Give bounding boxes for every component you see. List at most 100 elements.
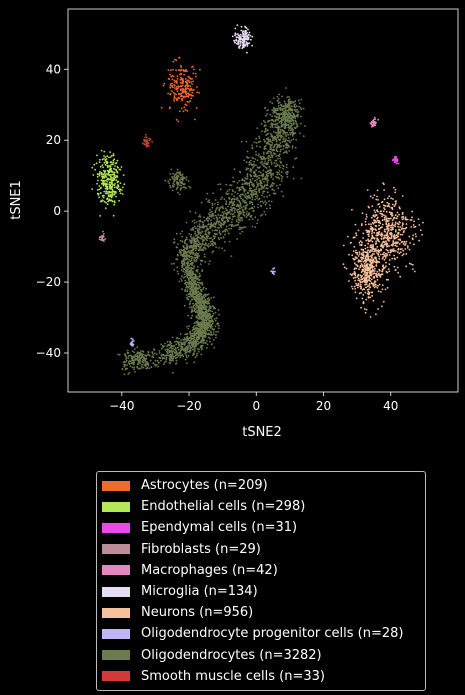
point-neurons — [385, 265, 387, 267]
point-oligodendrocytes — [298, 102, 301, 105]
point-oligodendrocytes — [274, 165, 277, 167]
point-endothelial-cells — [92, 174, 95, 176]
point-oligodendrocytes — [179, 239, 182, 242]
point-endothelial-cells — [109, 191, 111, 194]
point-oligodendrocytes — [132, 363, 135, 366]
point-oligodendrocytes — [287, 123, 290, 126]
point-endothelial-cells — [101, 164, 104, 167]
point-neurons — [361, 297, 364, 300]
point-neurons — [366, 263, 368, 266]
point-oligodendrocytes — [275, 162, 278, 165]
point-oligodendrocytes — [251, 198, 254, 201]
point-oligodendrocytes — [172, 185, 175, 188]
point-neurons — [349, 273, 352, 276]
point-oligodendrocytes — [203, 319, 206, 321]
point-oligodendrocytes — [194, 256, 197, 259]
point-neurons — [382, 204, 385, 207]
point-oligodendrocytes — [232, 190, 234, 193]
point-oligodendrocytes — [230, 255, 233, 257]
point-oligodendrocytes — [250, 159, 253, 162]
point-neurons — [376, 270, 379, 273]
point-neurons — [398, 252, 401, 255]
point-oligodendrocytes — [257, 184, 259, 187]
point-oligodendrocytes — [266, 129, 269, 132]
point-oligodendrocytes — [214, 226, 217, 229]
point-oligodendrocytes — [243, 201, 246, 204]
point-oligodendrocytes — [283, 137, 285, 139]
point-endothelial-cells — [116, 175, 119, 177]
point-neurons — [365, 286, 367, 289]
point-oligodendrocytes — [167, 180, 170, 183]
point-oligodendrocytes — [176, 356, 179, 359]
point-astrocytes — [180, 85, 183, 88]
point-oligodendrocytes — [191, 294, 194, 296]
point-neurons — [368, 274, 370, 277]
point-oligodendrocytes — [272, 174, 274, 176]
point-oligodendrocytes — [193, 241, 196, 244]
point-oligodendrocytes — [280, 122, 283, 125]
point-oligodendrocytes — [270, 173, 273, 176]
point-neurons — [376, 209, 379, 211]
point-neurons — [369, 296, 372, 299]
point-neurons — [390, 235, 393, 238]
point-oligodendrocytes — [196, 352, 198, 355]
point-oligodendrocytes — [205, 217, 208, 220]
point-oligodendrocytes — [179, 356, 182, 359]
point-neurons — [357, 229, 360, 232]
point-neurons — [364, 283, 366, 286]
point-microglia — [234, 34, 236, 36]
point-oligodendrocytes — [202, 248, 204, 250]
point-oligodendrocytes — [198, 223, 201, 226]
point-oligodendrocytes — [280, 171, 283, 174]
point-oligodendrocytes — [186, 290, 189, 293]
point-oligodendrocytes — [134, 348, 136, 350]
point-astrocytes — [188, 90, 191, 92]
point-macrophages — [372, 120, 375, 123]
point-oligodendrocytes — [254, 198, 256, 201]
point-oligodendrocytes — [286, 96, 289, 98]
point-oligodendrocytes — [183, 183, 186, 185]
point-oligodendrocytes — [228, 224, 231, 227]
point-neurons — [372, 268, 374, 271]
point-oligodendrocytes — [192, 270, 194, 273]
point-oligodendrocytes — [277, 132, 279, 135]
point-oligodendrocytes — [279, 132, 281, 135]
point-oligodendrocytes — [171, 336, 174, 339]
point-oligodendrocytes — [296, 108, 299, 111]
point-oligodendrocytes — [293, 116, 295, 119]
point-oligodendrocytes — [286, 113, 289, 116]
point-oligodendrocytes — [232, 225, 235, 227]
point-oligodendrocytes — [146, 366, 149, 369]
point-endothelial-cells — [97, 179, 99, 182]
point-oligodendrocytes — [198, 278, 201, 281]
point-oligodendrocytes — [267, 179, 269, 182]
point-oligodendrocytes — [258, 188, 261, 191]
point-oligodendrocytes — [202, 286, 205, 289]
point-astrocytes — [181, 88, 184, 90]
point-oligodendrocytes — [235, 224, 237, 227]
point-oligodendrocytes — [195, 221, 198, 224]
point-oligodendrocytes — [286, 152, 288, 154]
point-oligodendrocytes — [276, 107, 279, 110]
point-astrocytes — [173, 84, 176, 87]
point-oligodendrocytes — [173, 348, 176, 351]
point-oligodendrocytes — [200, 341, 203, 344]
point-oligodendrocytes — [239, 196, 242, 198]
point-astrocytes — [169, 106, 171, 108]
point-oligodendrocytes — [293, 115, 296, 118]
point-microglia — [240, 38, 243, 41]
point-oligodendrocytes — [238, 186, 241, 189]
point-neurons — [381, 257, 384, 260]
point-neurons — [418, 239, 420, 242]
point-oligodendrocytes — [164, 179, 167, 182]
point-oligodendrocytes — [269, 168, 272, 171]
point-oligodendrocytes — [195, 315, 198, 318]
point-oligodendrocytes — [148, 354, 151, 357]
point-neurons — [396, 251, 399, 254]
point-oligodendrocytes — [193, 277, 196, 280]
point-neurons — [384, 228, 386, 231]
point-ependymal-cells — [393, 161, 396, 164]
point-oligodendrocytes — [211, 315, 214, 318]
point-oligodendrocytes — [266, 133, 268, 136]
point-astrocytes — [172, 91, 175, 94]
